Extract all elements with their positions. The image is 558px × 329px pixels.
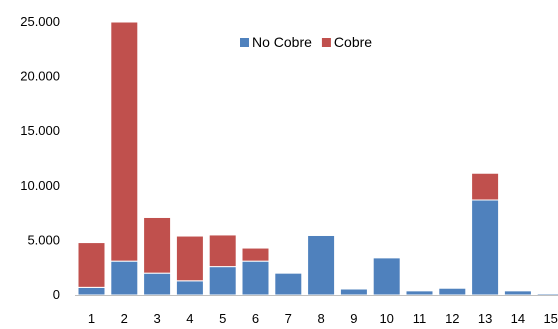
bar-no-cobre-2 — [110, 260, 139, 296]
bar-no-cobre-12 — [438, 287, 467, 296]
bar-cobre-6 — [241, 247, 270, 262]
x-tick-label: 8 — [317, 311, 324, 326]
legend-swatch-cobre — [321, 38, 331, 47]
x-tick-label: 3 — [153, 311, 160, 326]
bar-no-cobre-15 — [536, 293, 558, 296]
x-tick-label: 13 — [478, 311, 492, 326]
y-tick-label: 0 — [53, 287, 60, 302]
y-tick-label: 25.000 — [20, 14, 60, 29]
bar-no-cobre-1 — [77, 286, 106, 296]
legend-label-cobre: Cobre — [334, 34, 372, 50]
bar-no-cobre-10 — [372, 257, 401, 296]
bar-no-cobre-14 — [503, 290, 532, 296]
bars — [77, 21, 558, 296]
bar-no-cobre-8 — [307, 234, 336, 296]
bar-no-cobre-4 — [175, 280, 204, 296]
y-tick-label: 20.000 — [20, 69, 60, 84]
bar-no-cobre-9 — [339, 288, 368, 296]
legend: No Cobre Cobre — [240, 34, 372, 50]
y-tick-label: 10.000 — [20, 178, 60, 193]
x-tick-label: 7 — [285, 311, 292, 326]
bar-cobre-2 — [110, 21, 139, 262]
x-tick-label: 12 — [445, 311, 459, 326]
bar-no-cobre-7 — [274, 272, 303, 296]
x-tick-label: 11 — [413, 311, 427, 326]
x-tick-label: 14 — [511, 311, 525, 326]
bar-no-cobre-3 — [143, 272, 172, 296]
bar-no-cobre-6 — [241, 260, 270, 296]
bar-cobre-3 — [143, 216, 172, 274]
x-tick-label: 15 — [543, 311, 557, 326]
y-tick-label: 5.000 — [27, 232, 60, 247]
legend-swatch-no-cobre — [240, 38, 249, 47]
x-tick-label: 2 — [121, 311, 128, 326]
bar-cobre-13 — [471, 172, 500, 201]
x-tick-label: 9 — [350, 311, 357, 326]
bar-no-cobre-5 — [208, 266, 237, 296]
x-axis: 1 2 3 4 5 6 7 8 9 10 11 12 13 14 15 — [88, 311, 558, 326]
bar-no-cobre-13 — [471, 199, 500, 296]
x-tick-label: 1 — [88, 311, 95, 326]
x-tick-label: 4 — [186, 311, 193, 326]
bar-no-cobre-11 — [405, 290, 434, 296]
y-axis: 0 5.000 10.000 15.000 20.000 25.000 — [20, 14, 60, 302]
bar-cobre-1 — [77, 242, 106, 288]
bar-cobre-5 — [208, 234, 237, 268]
x-tick-label: 5 — [219, 311, 226, 326]
bar-cobre-4 — [175, 235, 204, 282]
y-tick-label: 15.000 — [20, 123, 60, 138]
x-tick-label: 6 — [252, 311, 259, 326]
legend-label-no-cobre: No Cobre — [252, 34, 312, 50]
x-tick-label: 10 — [379, 311, 393, 326]
